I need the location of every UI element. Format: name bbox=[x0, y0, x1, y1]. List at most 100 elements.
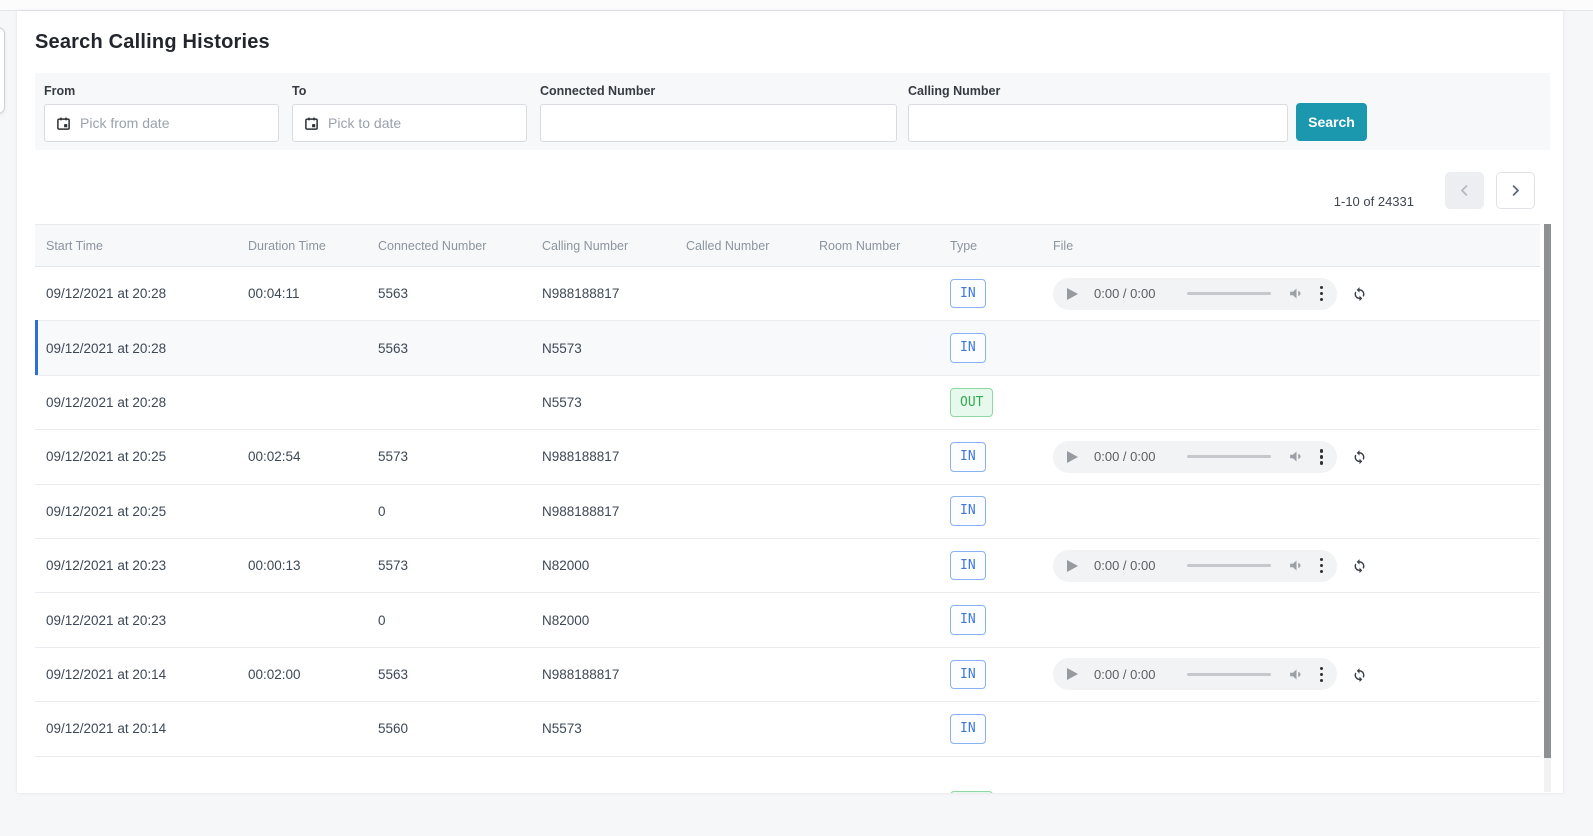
audio-player[interactable]: 0:00 / 0:00 bbox=[1053, 549, 1337, 582]
cell-start-time: 09/12/2021 at 20:23 bbox=[46, 558, 167, 574]
table-row[interactable]: 09/12/2021 at 20:28 N5573 OUT bbox=[35, 375, 1540, 431]
col-duration-time: Duration Time bbox=[248, 238, 326, 253]
col-start-time: Start Time bbox=[46, 238, 103, 253]
table-row[interactable]: 09/12/2021 at 20:23 0 N82000 IN bbox=[35, 593, 1540, 648]
cell-duration-time: 00:02:54 bbox=[248, 449, 301, 465]
player-menu-icon[interactable] bbox=[1318, 556, 1326, 576]
table-scrollbar[interactable] bbox=[1544, 224, 1551, 792]
player-time: 0:00 / 0:00 bbox=[1094, 666, 1156, 682]
volume-icon[interactable] bbox=[1288, 557, 1305, 574]
player-time: 0:00 / 0:00 bbox=[1094, 449, 1156, 465]
cell-calling-number: N5573 bbox=[542, 394, 582, 410]
connected-number-label: Connected Number bbox=[540, 84, 656, 98]
calling-number-field[interactable] bbox=[908, 104, 1288, 142]
page-top-strip bbox=[0, 0, 1593, 10]
cell-type: IN bbox=[950, 605, 1053, 635]
player-menu-icon[interactable] bbox=[1318, 447, 1326, 467]
to-date-field[interactable] bbox=[292, 104, 527, 142]
chevron-left-icon bbox=[1457, 183, 1472, 198]
filter-from: From bbox=[44, 84, 279, 142]
cell-calling-number: N82000 bbox=[542, 612, 590, 628]
audio-player[interactable]: 0:00 / 0:00 bbox=[1053, 440, 1337, 473]
collapsed-panel-handle[interactable] bbox=[0, 27, 5, 114]
player-time: 0:00 / 0:00 bbox=[1094, 286, 1156, 302]
cell-start-time: 09/12/2021 at 20:28 bbox=[46, 394, 167, 410]
col-file: File bbox=[1053, 238, 1074, 253]
play-icon[interactable] bbox=[1067, 450, 1078, 463]
filter-bar: From To Connected Number bbox=[35, 73, 1550, 150]
audio-player[interactable]: 0:00 / 0:00 bbox=[1053, 658, 1337, 691]
calendar-icon bbox=[56, 116, 71, 131]
table-row[interactable]: 09/12/2021 at 20:14 00:02:00 5563 N98818… bbox=[35, 647, 1540, 703]
cell-connected-number: 5573 bbox=[378, 449, 409, 465]
refresh-icon[interactable] bbox=[1352, 286, 1367, 302]
from-date-field[interactable] bbox=[44, 104, 279, 142]
cell-type: IN bbox=[950, 550, 1053, 581]
filter-to: To bbox=[292, 84, 527, 142]
cell-calling-number: N5573 bbox=[542, 340, 582, 356]
player-menu-icon[interactable] bbox=[1318, 284, 1326, 304]
cell-duration-time: 00:00:13 bbox=[248, 558, 301, 574]
audio-player[interactable]: 0:00 / 0:00 bbox=[1053, 277, 1337, 310]
cell-start-time: 09/12/2021 at 20:23 bbox=[46, 612, 167, 628]
cell-type: OUT bbox=[950, 757, 1053, 793]
refresh-icon[interactable] bbox=[1352, 558, 1367, 574]
table-row[interactable]: 09/12/2021 at 20:28 00:04:11 5563 N98818… bbox=[35, 267, 1540, 322]
refresh-icon[interactable] bbox=[1352, 667, 1367, 682]
player-progress-bar[interactable] bbox=[1186, 292, 1271, 296]
player-progress-bar[interactable] bbox=[1186, 455, 1271, 459]
from-date-input[interactable] bbox=[80, 115, 267, 131]
type-badge: IN bbox=[950, 278, 986, 309]
filter-calling-number: Calling Number bbox=[908, 84, 1288, 142]
type-badge: IN bbox=[950, 605, 986, 635]
table-row[interactable]: 09/12/2021 at 20:25 0 N988188817 IN bbox=[35, 484, 1540, 539]
player-progress-bar[interactable] bbox=[1186, 672, 1271, 676]
cell-connected-number: 0 bbox=[378, 612, 386, 628]
connected-number-input[interactable] bbox=[552, 115, 885, 131]
table-row[interactable]: OUT bbox=[35, 756, 1540, 793]
cell-connected-number: 5560 bbox=[378, 721, 409, 737]
pagination-next-button[interactable] bbox=[1496, 172, 1535, 209]
chevron-right-icon bbox=[1508, 183, 1523, 198]
calendar-icon bbox=[304, 116, 319, 131]
volume-icon[interactable] bbox=[1288, 448, 1305, 465]
table-row[interactable]: 09/12/2021 at 20:28 5563 N5573 IN bbox=[35, 320, 1540, 376]
volume-icon[interactable] bbox=[1288, 666, 1305, 683]
cell-file: 0:00 / 0:00 bbox=[1053, 440, 1540, 473]
cell-type: IN bbox=[950, 278, 1053, 309]
cell-calling-number: N988188817 bbox=[542, 666, 620, 682]
pagination-prev-button[interactable] bbox=[1445, 172, 1484, 209]
to-label: To bbox=[292, 84, 307, 98]
player-progress-bar[interactable] bbox=[1186, 564, 1271, 568]
table-scrollbar-thumb[interactable] bbox=[1544, 224, 1551, 758]
type-badge: OUT bbox=[950, 790, 994, 793]
search-button[interactable]: Search bbox=[1296, 103, 1367, 141]
table-row[interactable]: 09/12/2021 at 20:23 00:00:13 5573 N82000… bbox=[35, 538, 1540, 594]
calling-number-label: Calling Number bbox=[908, 84, 1001, 98]
player-menu-icon[interactable] bbox=[1318, 665, 1326, 685]
cell-type: IN bbox=[950, 442, 1053, 472]
play-icon[interactable] bbox=[1067, 287, 1078, 300]
connected-number-field[interactable] bbox=[540, 104, 897, 142]
cell-duration-time: 00:02:00 bbox=[248, 666, 301, 682]
play-icon[interactable] bbox=[1067, 559, 1078, 572]
table-body: 09/12/2021 at 20:28 00:04:11 5563 N98818… bbox=[35, 267, 1540, 793]
page-title: Search Calling Histories bbox=[35, 31, 270, 53]
cell-connected-number: 5563 bbox=[378, 340, 409, 356]
table-row[interactable]: 09/12/2021 at 20:25 00:02:54 5573 N98818… bbox=[35, 430, 1540, 485]
cell-file: 0:00 / 0:00 bbox=[1053, 549, 1540, 582]
cell-type: IN bbox=[950, 714, 1053, 744]
calling-number-input[interactable] bbox=[920, 115, 1276, 131]
cell-type: IN bbox=[950, 659, 1053, 690]
col-room-number: Room Number bbox=[819, 238, 901, 253]
calling-histories-table: Start Time Duration Time Connected Numbe… bbox=[35, 224, 1540, 793]
type-badge: IN bbox=[950, 550, 986, 581]
main-card: Search Calling Histories From To Connect… bbox=[17, 11, 1563, 793]
refresh-icon[interactable] bbox=[1352, 449, 1367, 465]
play-icon[interactable] bbox=[1067, 668, 1078, 681]
to-date-input[interactable] bbox=[328, 115, 515, 131]
cell-start-time: 09/12/2021 at 20:14 bbox=[46, 666, 167, 682]
col-type: Type bbox=[950, 238, 978, 253]
table-row[interactable]: 09/12/2021 at 20:14 5560 N5573 IN bbox=[35, 702, 1540, 757]
volume-icon[interactable] bbox=[1288, 285, 1305, 302]
